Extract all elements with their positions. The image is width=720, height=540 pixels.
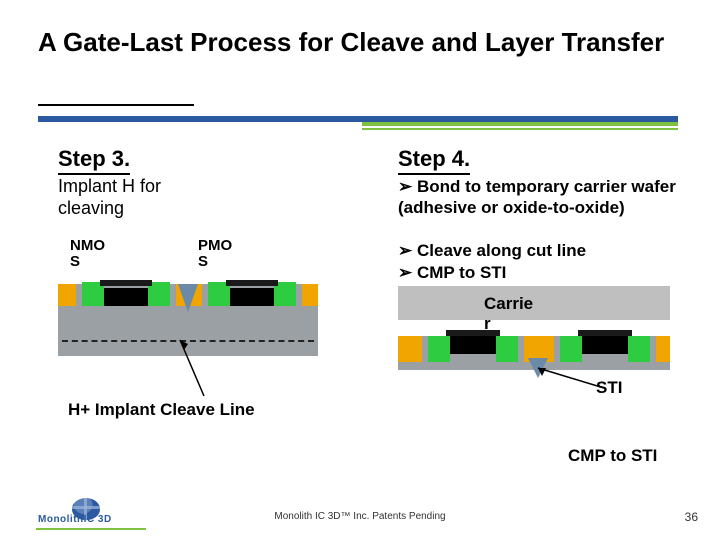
rule-green-1	[362, 122, 678, 126]
step4-bullet-1: ➢ Bond to temporary carrier wafer (adhes…	[398, 176, 690, 219]
step3-heading: Step 3.	[58, 146, 130, 175]
step4-bullet-3: ➢ CMP to STI	[398, 262, 690, 283]
step4-bullet-3-text: CMP to STI	[417, 263, 506, 282]
pmos-label: PMO S	[198, 238, 232, 270]
page-number: 36	[685, 510, 698, 524]
title-underline	[38, 104, 194, 106]
diagram-step3	[58, 276, 318, 356]
step4-bullet-2: ➢ Cleave along cut line	[398, 240, 690, 261]
cleave-line-caption: H+ Implant Cleave Line	[68, 400, 255, 420]
footer-text: Monolith IC 3D™ Inc. Patents Pending	[0, 511, 720, 522]
carrier-label: Carrie r	[484, 294, 533, 334]
slide-title: A Gate-Last Process for Cleave and Layer…	[38, 26, 678, 59]
step3-subtitle: Implant H for cleaving	[58, 176, 161, 219]
nmos-label: NMO S	[70, 238, 105, 270]
step4-bullet-2-text: Cleave along cut line	[417, 241, 586, 260]
step4-bullet-1-text: Bond to temporary carrier wafer (adhesiv…	[398, 177, 676, 217]
sti-pointer	[520, 368, 640, 428]
rule-green-2	[362, 128, 678, 130]
logo-underline	[36, 528, 146, 530]
step4-heading: Step 4.	[398, 146, 470, 175]
cmp-to-sti-label: CMP to STI	[568, 446, 657, 466]
